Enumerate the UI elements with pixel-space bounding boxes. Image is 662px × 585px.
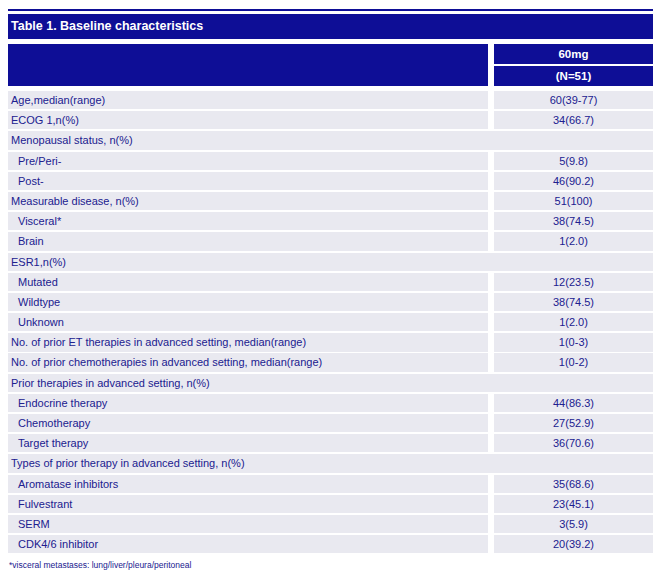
table-title: Table 1. Baseline characteristics	[11, 19, 203, 33]
row-label: Target therapy	[8, 434, 488, 452]
table-row: Brain 1(2.0)	[8, 232, 653, 250]
table-row: Pre/Peri- 5(9.8)	[8, 152, 653, 170]
table-row: ECOG 1,n(%) 34(66.7)	[8, 111, 653, 129]
row-value: 51(100)	[494, 192, 653, 210]
row-label: Endocrine therapy	[8, 394, 488, 412]
table-title-bar: Table 1. Baseline characteristics	[8, 14, 653, 39]
row-value: 60(39-77)	[494, 91, 653, 109]
row-label: SERM	[8, 515, 488, 533]
table-row: Mutated 12(23.5)	[8, 273, 653, 291]
row-value: 20(39.2)	[494, 535, 653, 553]
column-header: 60mg (N=51)	[8, 44, 653, 86]
header-n-cell: (N=51)	[494, 66, 653, 86]
table-row: Unknown 1(2.0)	[8, 313, 653, 331]
row-value: 5(9.8)	[494, 152, 653, 170]
table-row: No. of prior chemotherapies in advanced …	[8, 353, 653, 371]
table-row: Endocrine therapy 44(86.3)	[8, 394, 653, 412]
table-row: SERM 3(5.9)	[8, 515, 653, 533]
table-row: Aromatase inhibitors 35(68.6)	[8, 475, 653, 493]
table-row: Age,median(range) 60(39-77)	[8, 91, 653, 109]
row-value: 3(5.9)	[494, 515, 653, 533]
row-value: 1(2.0)	[494, 313, 653, 331]
table-footnote: *visceral metastases: lung/liver/pleura/…	[8, 560, 653, 570]
table-row: Measurable disease, n(%) 51(100)	[8, 192, 653, 210]
row-value: 27(52.9)	[494, 414, 653, 432]
row-label: Measurable disease, n(%)	[8, 192, 488, 210]
table-page: Table 1. Baseline characteristics 60mg (…	[8, 9, 653, 570]
group-row: Menopausal status, n(%)	[8, 131, 653, 149]
row-label: Prior therapies in advanced setting, n(%…	[8, 374, 653, 392]
row-label: Chemotherapy	[8, 414, 488, 432]
top-rule	[8, 9, 653, 11]
row-label: ESR1,n(%)	[8, 253, 653, 271]
row-value: 23(45.1)	[494, 495, 653, 513]
table-row: No. of prior ET therapies in advanced se…	[8, 333, 653, 351]
row-value: 44(86.3)	[494, 394, 653, 412]
table-row: Target therapy 36(70.6)	[8, 434, 653, 452]
group-row: Prior therapies in advanced setting, n(%…	[8, 374, 653, 392]
header-stub-cell	[8, 44, 488, 86]
row-label: Post-	[8, 172, 488, 190]
row-value: 1(2.0)	[494, 232, 653, 250]
header-value-column: 60mg (N=51)	[494, 44, 653, 86]
row-value: 36(70.6)	[494, 434, 653, 452]
row-label: No. of prior ET therapies in advanced se…	[8, 333, 488, 351]
row-label: Menopausal status, n(%)	[8, 131, 653, 149]
row-label: ECOG 1,n(%)	[8, 111, 488, 129]
row-label: Wildtype	[8, 293, 488, 311]
table-rows: Age,median(range) 60(39-77) ECOG 1,n(%) 34(…	[8, 91, 653, 553]
row-label: Age,median(range)	[8, 91, 488, 109]
group-row: ESR1,n(%)	[8, 253, 653, 271]
table-row: CDK4/6 inhibitor 20(39.2)	[8, 535, 653, 553]
row-label: No. of prior chemotherapies in advanced …	[8, 353, 488, 371]
row-value: 12(23.5)	[494, 273, 653, 291]
row-value: 46(90.2)	[494, 172, 653, 190]
row-label: Fulvestrant	[8, 495, 488, 513]
row-value: 1(0-2)	[494, 353, 653, 371]
row-label: Mutated	[8, 273, 488, 291]
table-row: Post- 46(90.2)	[8, 172, 653, 190]
row-value: 35(68.6)	[494, 475, 653, 493]
row-label: Aromatase inhibitors	[8, 475, 488, 493]
group-row: Types of prior therapy in advanced setti…	[8, 454, 653, 472]
row-label: Pre/Peri-	[8, 152, 488, 170]
row-value: 38(74.5)	[494, 212, 653, 230]
table-row: Chemotherapy 27(52.9)	[8, 414, 653, 432]
table-row: Visceral* 38(74.5)	[8, 212, 653, 230]
row-label: Brain	[8, 232, 488, 250]
header-dose-cell: 60mg	[494, 44, 653, 64]
row-value: 38(74.5)	[494, 293, 653, 311]
row-label: Visceral*	[8, 212, 488, 230]
row-value: 34(66.7)	[494, 111, 653, 129]
row-label: Unknown	[8, 313, 488, 331]
table-row: Wildtype 38(74.5)	[8, 293, 653, 311]
row-label: CDK4/6 inhibitor	[8, 535, 488, 553]
table-row: Fulvestrant 23(45.1)	[8, 495, 653, 513]
row-value: 1(0-3)	[494, 333, 653, 351]
row-label: Types of prior therapy in advanced setti…	[8, 454, 653, 472]
